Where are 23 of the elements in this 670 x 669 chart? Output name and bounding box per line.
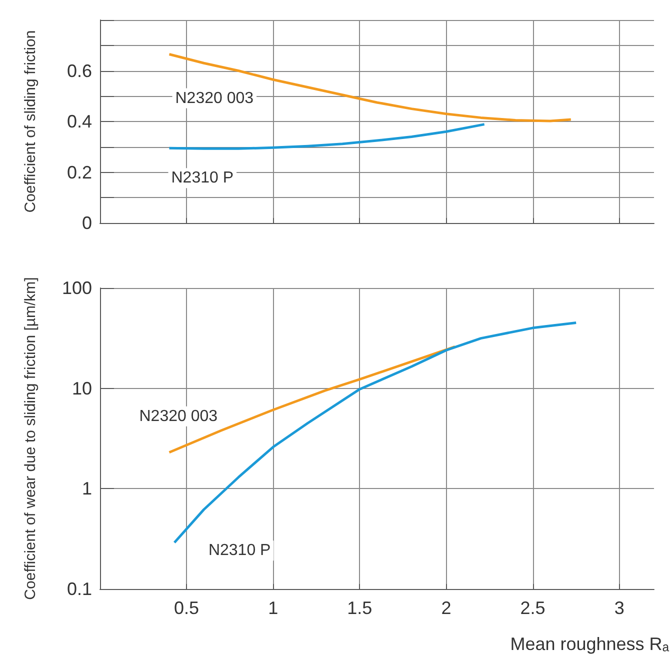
x-tick-label: 2.5 bbox=[520, 598, 546, 618]
x-tick-label: 2 bbox=[441, 598, 452, 618]
x-axis-title: Mean roughness Rₐ bbox=[510, 634, 670, 654]
y-axis-title: Coefficient of sliding friction bbox=[22, 30, 39, 213]
line-series bbox=[168, 53, 572, 122]
x-tick-label: 1.5 bbox=[347, 598, 372, 618]
x-tick-label: 3 bbox=[614, 598, 624, 618]
y-tick-label: 100 bbox=[62, 278, 92, 298]
series-label: N2320 003 bbox=[139, 408, 218, 425]
y-tick-label: 0.6 bbox=[66, 60, 92, 81]
y-tick-label: 0.2 bbox=[66, 162, 92, 182]
line-series bbox=[168, 123, 486, 150]
series-label: N2320 003 bbox=[175, 90, 254, 107]
y-tick-label: 0.4 bbox=[66, 112, 92, 132]
series-label: N2310 P bbox=[208, 542, 271, 560]
series-label: N2310 P bbox=[171, 170, 234, 187]
x-tick-label: 0.5 bbox=[174, 598, 200, 618]
y-tick-label: 1 bbox=[82, 478, 92, 499]
y-axis-title: Coefficient of wear due to sliding friction [µm/km] bbox=[22, 277, 39, 600]
y-tick-label: 0 bbox=[82, 213, 92, 233]
y-tick-label: 0.1 bbox=[66, 579, 92, 599]
y-tick-label: 10 bbox=[72, 378, 92, 398]
x-tick-label: 1 bbox=[268, 598, 278, 618]
